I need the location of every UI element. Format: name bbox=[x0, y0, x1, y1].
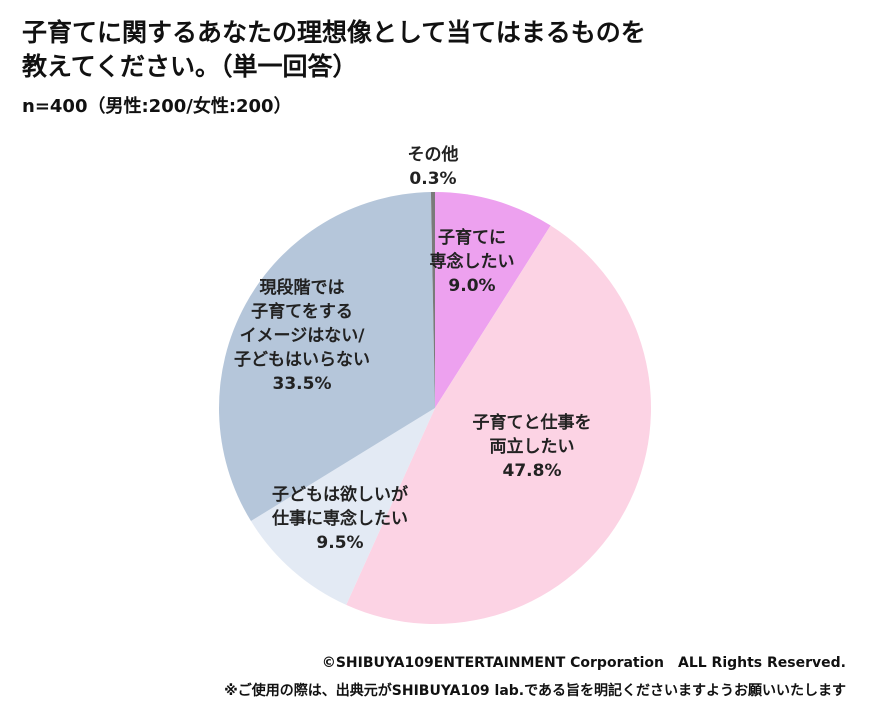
slice-label-line: 仕事に専念したい bbox=[271, 508, 408, 529]
slice-label-line: 子どもはいらない bbox=[234, 350, 370, 370]
slice-label-line: 子育てに bbox=[438, 227, 506, 248]
slice-label-line: その他 bbox=[408, 144, 459, 165]
source-note: ※ご使用の際は、出典元がSHIBUYA109 lab.である旨を明記くださいます… bbox=[224, 683, 846, 699]
value-label: 9.0% bbox=[448, 276, 495, 296]
slice-label: 子育てと仕事を両立したい bbox=[473, 412, 592, 457]
slice-label-line: 子育てと仕事を bbox=[473, 412, 592, 433]
pie-slice bbox=[250, 408, 435, 605]
copyright: ©SHIBUYA109ENTERTAINMENT Corporation ALL… bbox=[321, 655, 846, 671]
value-label: 47.8% bbox=[503, 461, 562, 481]
value-label: 9.5% bbox=[316, 533, 363, 553]
slice-label: 子育てに専念したい bbox=[430, 227, 515, 272]
pie-slice bbox=[435, 192, 551, 408]
chart-title: 子育てに関するあなたの理想像として当てはまるものを 教えてください。（単一回答） bbox=[22, 18, 646, 81]
slice-label: 子どもは欲しいが仕事に専念したい bbox=[271, 484, 408, 529]
slice-label-line: 専念したい bbox=[430, 251, 515, 272]
chart: 子育てに専念したい 9.0% 子育てと仕事を両立したい 47.8% 子どもは欲しいが仕事… bbox=[219, 144, 652, 625]
pie-slice bbox=[219, 192, 435, 522]
slice-label: 現段階では子育てをするイメージはない/子どもはいらない bbox=[234, 277, 370, 370]
value-label: 0.3% bbox=[409, 169, 456, 189]
slice-label-line: イメージはない/ bbox=[240, 326, 366, 346]
pie-slice bbox=[430, 192, 435, 408]
slice-label: その他 bbox=[408, 144, 459, 165]
slice-label-line: 現段階では bbox=[260, 277, 345, 298]
slice-label-line: 子どもは欲しいが bbox=[272, 484, 408, 505]
chart-subtitle: n=400（男性:200/女性:200） bbox=[22, 96, 292, 117]
value-label: 33.5% bbox=[273, 374, 332, 394]
slice-label-line: 両立したい bbox=[490, 436, 575, 457]
pie-slice bbox=[346, 225, 652, 625]
slice-label-line: 子育てをする bbox=[251, 301, 353, 322]
